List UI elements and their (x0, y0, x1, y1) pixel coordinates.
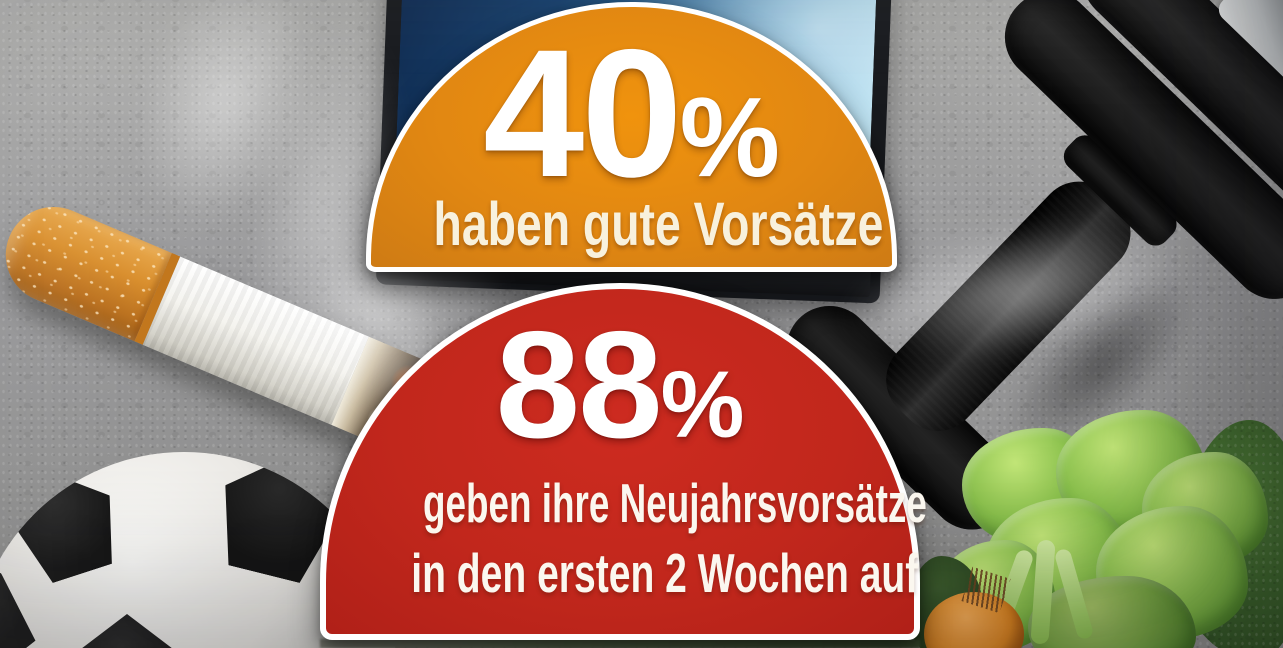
stat-label-give-up: geben ihre Neujahrsvorsätze in den erste… (326, 469, 927, 609)
stat-badge-resolutions: 40% haben gute Vorsätze (366, 2, 897, 272)
percent-sign: % (679, 74, 780, 200)
ball-black-panel (72, 614, 182, 648)
percent-sign: % (660, 352, 745, 457)
stat-badge-give-up: 88% geben ihre Neujahrsvorsätze in den e… (320, 283, 927, 640)
ball-black-panel (2, 457, 130, 589)
vegetable-strip (320, 639, 920, 648)
stat-value-number: 88 (495, 300, 663, 470)
stat-label-resolutions: haben gute Vorsätze (433, 190, 884, 259)
stat-value-88: 88% (326, 289, 914, 461)
stat-label-line1: geben ihre Neujahrsvorsätze (423, 471, 927, 534)
stat-value-number: 40 (483, 11, 682, 215)
stat-value-40: 40% (371, 7, 892, 204)
stat-label-line2: in den ersten 2 Wochen auf (411, 541, 919, 604)
